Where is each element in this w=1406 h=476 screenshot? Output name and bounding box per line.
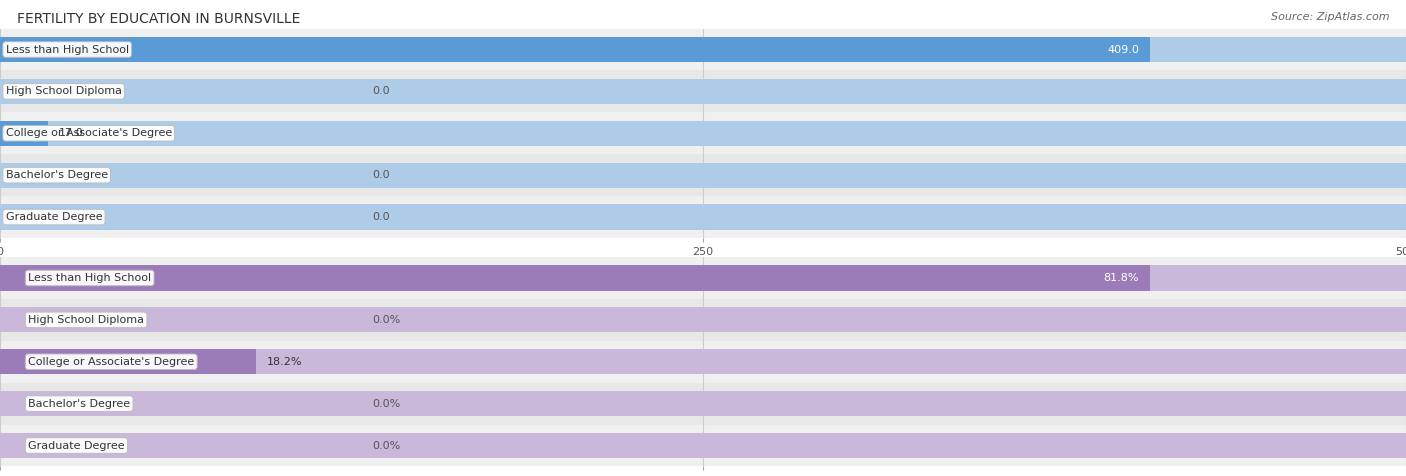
- Text: 0.0: 0.0: [373, 212, 391, 222]
- Text: Less than High School: Less than High School: [6, 44, 129, 55]
- Bar: [0, 307, 1406, 332]
- Bar: [0, 433, 1406, 458]
- Bar: [0, 112, 1406, 154]
- Bar: [0, 383, 1406, 425]
- Bar: [0, 163, 1406, 188]
- Text: FERTILITY BY EDUCATION IN BURNSVILLE: FERTILITY BY EDUCATION IN BURNSVILLE: [17, 12, 301, 26]
- Text: College or Associate's Degree: College or Associate's Degree: [28, 357, 194, 367]
- Bar: [0, 37, 1150, 62]
- Bar: [0, 121, 1406, 146]
- Text: Bachelor's Degree: Bachelor's Degree: [28, 398, 131, 409]
- Bar: [0, 29, 1406, 70]
- Text: Graduate Degree: Graduate Degree: [28, 440, 125, 451]
- Text: High School Diploma: High School Diploma: [28, 315, 145, 325]
- Text: 81.8%: 81.8%: [1104, 273, 1139, 283]
- Text: College or Associate's Degree: College or Associate's Degree: [6, 128, 172, 139]
- Text: 0.0%: 0.0%: [373, 440, 401, 451]
- Bar: [0, 257, 1406, 299]
- Bar: [0, 196, 1406, 238]
- Bar: [0, 341, 1406, 383]
- Text: 17.0: 17.0: [59, 128, 84, 139]
- Bar: [0, 205, 1406, 229]
- Bar: [0, 37, 1406, 62]
- Text: 0.0: 0.0: [373, 86, 391, 97]
- Bar: [0, 154, 1406, 196]
- Text: 409.0: 409.0: [1107, 44, 1139, 55]
- Bar: [0, 79, 1406, 104]
- Text: Graduate Degree: Graduate Degree: [6, 212, 103, 222]
- Bar: [0, 425, 1406, 466]
- Bar: [0, 121, 48, 146]
- Text: High School Diploma: High School Diploma: [6, 86, 122, 97]
- Text: Less than High School: Less than High School: [28, 273, 152, 283]
- Bar: [0, 70, 1406, 112]
- Bar: [0, 299, 1406, 341]
- Bar: [0, 266, 1406, 290]
- Text: 18.2%: 18.2%: [267, 357, 302, 367]
- Text: Source: ZipAtlas.com: Source: ZipAtlas.com: [1271, 12, 1389, 22]
- Text: 0.0%: 0.0%: [373, 315, 401, 325]
- Text: 0.0%: 0.0%: [373, 398, 401, 409]
- Bar: [0, 349, 1406, 374]
- Text: 0.0: 0.0: [373, 170, 391, 180]
- Text: Bachelor's Degree: Bachelor's Degree: [6, 170, 108, 180]
- Bar: [0, 266, 1150, 290]
- Bar: [0, 391, 1406, 416]
- Bar: [0, 349, 256, 374]
